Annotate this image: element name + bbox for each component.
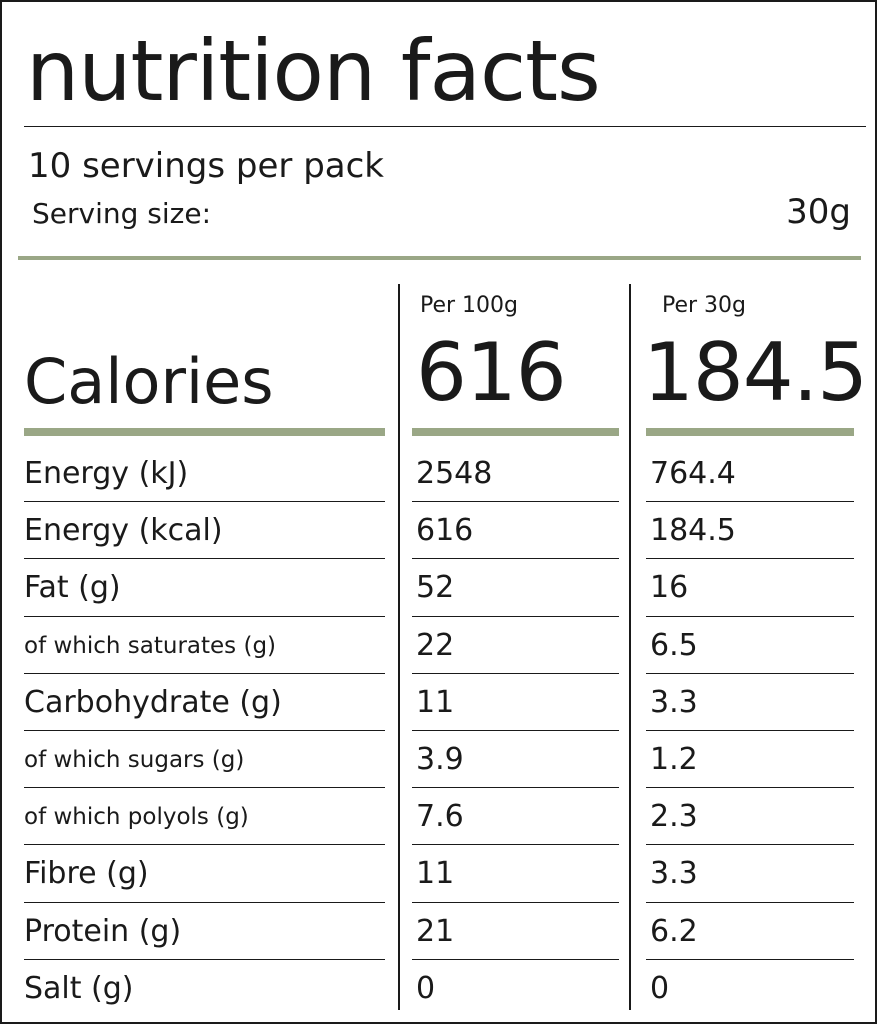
calories-divider-per-100g — [412, 428, 619, 436]
nutrient-value-per-serving: 2.3 — [650, 799, 698, 835]
nutrient-value-per-serving: 6.5 — [650, 627, 698, 663]
calories-per-100g: 616 — [416, 326, 567, 419]
nutrient-value-per-100g: 11 — [416, 684, 455, 720]
calories-per-serving: 184.5 — [643, 326, 868, 419]
row-separator — [646, 901, 854, 903]
nutrient-value-per-serving: 764.4 — [650, 456, 736, 491]
calories-label: Calories — [24, 345, 274, 418]
nutrient-value-per-100g: 52 — [416, 570, 455, 606]
nutrient-value-per-100g: 616 — [416, 513, 474, 549]
nutrient-label: Energy (kJ) — [24, 456, 189, 491]
row-separator — [412, 615, 619, 617]
serving-size-label: Serving size: — [32, 197, 212, 230]
column-divider-1 — [398, 284, 400, 1010]
nutrient-value-per-serving: 3.3 — [650, 856, 698, 892]
row-separator — [412, 558, 619, 560]
row-separator — [24, 558, 385, 560]
nutrient-value-per-100g: 0 — [416, 970, 436, 1006]
nutrient-label: Protein (g) — [24, 913, 182, 949]
nutrient-value-per-serving: 0 — [650, 970, 670, 1006]
nutrient-value-per-serving: 184.5 — [650, 513, 736, 549]
row-separator — [646, 501, 854, 503]
nutrient-label: Energy (kcal) — [24, 513, 223, 549]
row-separator — [412, 844, 619, 846]
column-divider-2 — [629, 284, 631, 1010]
row-separator — [646, 730, 854, 731]
row-separator — [24, 615, 385, 617]
row-separator — [24, 672, 385, 674]
page-title: nutrition facts — [26, 22, 601, 120]
serving-size-value: 30g — [786, 192, 851, 232]
nutrient-value-per-100g: 2548 — [416, 456, 493, 491]
row-separator — [24, 958, 385, 960]
nutrient-label: Fibre (g) — [24, 856, 149, 892]
column-header-per-serving: Per 30g — [662, 293, 747, 318]
nutrient-value-per-serving: 16 — [650, 570, 689, 606]
nutrient-label: of which saturates (g) — [24, 632, 277, 659]
title-divider — [24, 126, 866, 127]
nutrient-value-per-100g: 21 — [416, 913, 455, 949]
calories-divider-per-serving — [646, 428, 854, 436]
nutrient-value-per-100g: 7.6 — [416, 799, 464, 835]
row-separator — [646, 558, 854, 560]
serving-divider — [18, 256, 861, 260]
nutrient-label: Fat (g) — [24, 570, 121, 606]
nutrient-label: Salt (g) — [24, 970, 134, 1006]
servings-per-pack: 10 servings per pack — [28, 146, 384, 186]
row-separator — [412, 787, 619, 789]
nutrient-value-per-100g: 3.9 — [416, 742, 464, 777]
nutrient-value-per-100g: 22 — [416, 627, 455, 663]
nutrient-value-per-serving: 6.2 — [650, 913, 698, 949]
row-separator — [646, 844, 854, 846]
row-separator — [412, 901, 619, 903]
row-separator — [412, 501, 619, 503]
row-separator — [646, 787, 854, 789]
column-header-per-100g: Per 100g — [420, 293, 519, 318]
nutrient-value-per-serving: 3.3 — [650, 684, 698, 720]
nutrient-value-per-serving: 1.2 — [650, 742, 698, 777]
row-separator — [24, 901, 385, 903]
nutrient-label: Carbohydrate (g) — [24, 684, 282, 720]
row-separator — [646, 615, 854, 617]
row-separator — [412, 958, 619, 960]
row-separator — [24, 844, 385, 846]
nutrient-label: of which polyols (g) — [24, 804, 249, 831]
nutrient-value-per-100g: 11 — [416, 856, 455, 892]
nutrient-label: of which sugars (g) — [24, 747, 245, 773]
row-separator — [412, 672, 619, 674]
row-separator — [412, 730, 619, 731]
row-separator — [24, 787, 385, 789]
calories-divider-label — [24, 428, 385, 436]
row-separator — [24, 730, 385, 731]
row-separator — [646, 958, 854, 960]
row-separator — [646, 672, 854, 674]
row-separator — [24, 501, 385, 503]
